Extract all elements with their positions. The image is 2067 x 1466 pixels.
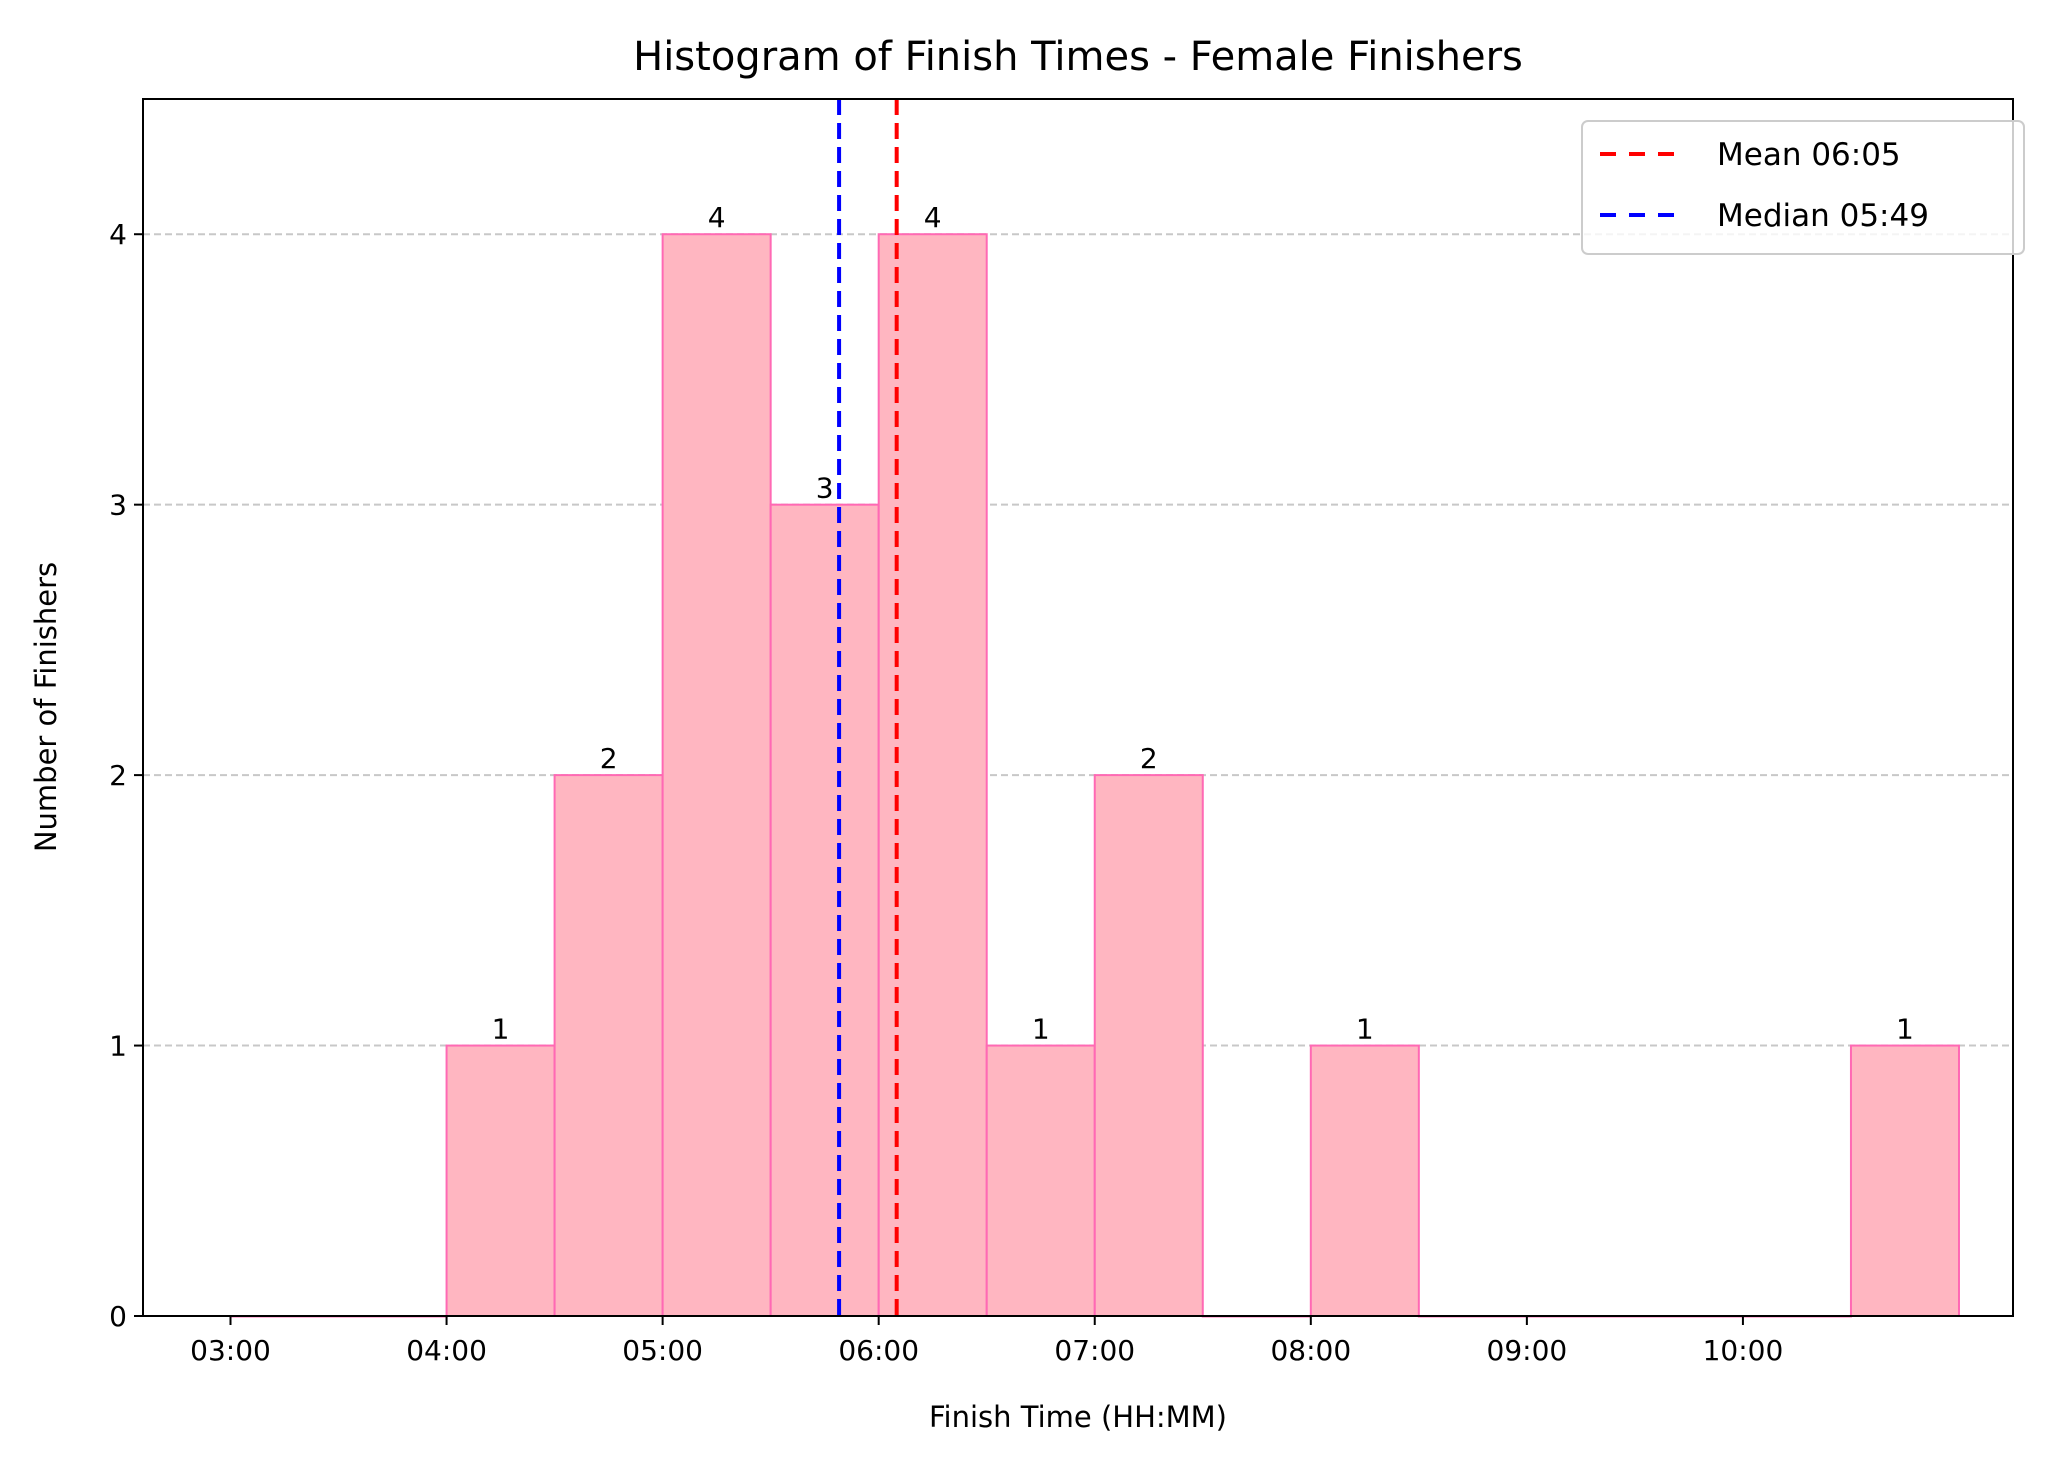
chart-title: Histogram of Finish Times - Female Finis… — [633, 34, 1523, 80]
bar-count-label: 4 — [924, 201, 942, 234]
bar-count-label: 3 — [816, 472, 834, 505]
y-tick-label: 2 — [109, 759, 127, 792]
histogram-bar — [985, 1044, 1096, 1317]
bar-count-label: 1 — [1356, 1013, 1374, 1046]
x-tick-label: 05:00 — [622, 1334, 703, 1367]
x-tick-label: 10:00 — [1703, 1334, 1784, 1367]
histogram-bar — [769, 503, 880, 1317]
plot-area-frame — [142, 98, 2014, 1317]
legend-box — [1581, 120, 2025, 255]
legend-mean-label: Mean 06:05 — [1717, 137, 1901, 173]
x-tick-label: 09:00 — [1487, 1334, 1568, 1367]
y-tick-label: 3 — [109, 489, 127, 522]
bar-count-label: 1 — [1896, 1013, 1914, 1046]
y-tick-label: 4 — [109, 218, 127, 251]
bar-count-label: 1 — [492, 1013, 510, 1046]
histogram-bar — [1849, 1044, 1960, 1317]
histogram-bar — [1093, 774, 1204, 1317]
x-tick-label: 04:00 — [406, 1334, 487, 1367]
legend: Mean 06:05 Median 05:49 — [1581, 120, 2025, 255]
x-tick-label: 07:00 — [1054, 1334, 1135, 1367]
bar-count-label: 4 — [708, 201, 726, 234]
x-tick-label: 06:00 — [838, 1334, 919, 1367]
x-tick-label: 03:00 — [190, 1334, 271, 1367]
y-axis-label: Number of Finishers — [29, 562, 63, 852]
histogram-bar — [553, 774, 664, 1317]
histogram-bar — [445, 1044, 556, 1317]
histogram-bar — [661, 233, 772, 1318]
legend-median-label: Median 05:49 — [1717, 198, 1929, 234]
bar-count-label: 1 — [1032, 1013, 1050, 1046]
bar-count-label: 2 — [1140, 742, 1158, 775]
y-tick-label: 1 — [109, 1030, 127, 1063]
x-axis-label: Finish Time (HH:MM) — [929, 1400, 1227, 1434]
bar-count-label: 2 — [600, 742, 618, 775]
y-tick-label: 0 — [109, 1300, 127, 1333]
histogram-bar — [1309, 1044, 1420, 1317]
x-tick-label: 08:00 — [1270, 1334, 1351, 1367]
